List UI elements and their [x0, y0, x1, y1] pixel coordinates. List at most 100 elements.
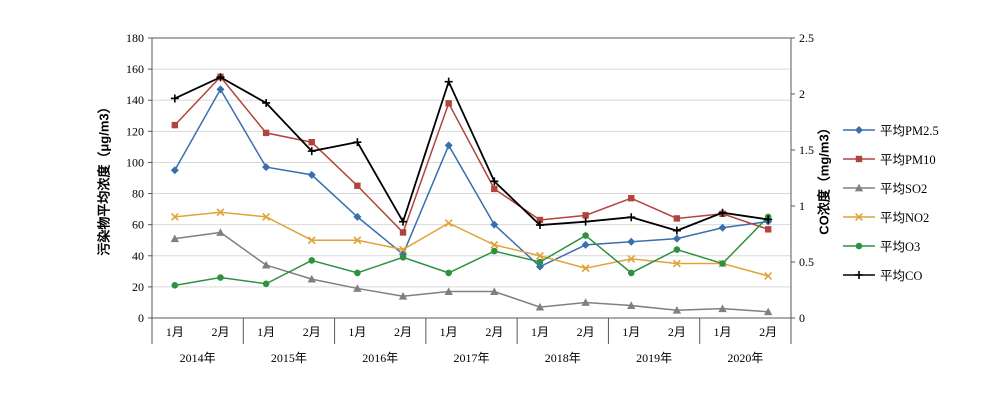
legend-marker-icon [843, 183, 875, 191]
x-year-label: 2014年 [180, 351, 216, 365]
x-month-label: 1月 [348, 325, 366, 339]
legend-item-平均PM2.5: 平均PM2.5 [843, 120, 939, 139]
x-marker-icon [262, 212, 271, 221]
x-marker-icon [307, 236, 316, 245]
square-marker-icon [354, 182, 361, 189]
circle-marker-icon [262, 280, 270, 288]
legend-label: 平均SO2 [880, 182, 928, 196]
x-month-label: 2月 [577, 325, 595, 339]
y-right-tick-label: 1 [799, 199, 805, 213]
plus-marker-icon [216, 73, 225, 82]
y-left-tick-label: 80 [132, 187, 144, 201]
x-year-label: 2016年 [362, 351, 398, 365]
plus-marker-icon [672, 226, 681, 235]
x-year-label: 2020年 [727, 351, 763, 365]
plus-marker-icon [307, 147, 316, 156]
y-right-tick-label: 2.5 [799, 31, 814, 45]
square-marker-icon [855, 155, 863, 162]
triangle-marker-icon [490, 287, 499, 295]
diamond-marker-icon [535, 262, 544, 271]
y-right-tick-label: 1.5 [799, 143, 814, 157]
circle-marker-icon [855, 242, 863, 249]
legend-label: 平均O3 [880, 240, 921, 254]
x-marker-icon [855, 212, 863, 221]
plus-marker-icon [581, 217, 590, 226]
y-right-tick-label: 2 [799, 87, 805, 101]
circle-marker-icon [673, 246, 681, 253]
square-marker-icon [445, 100, 452, 107]
square-marker-icon [262, 129, 270, 137]
y-left-tick-label: 20 [132, 280, 144, 294]
plus-marker-icon [855, 270, 863, 279]
diamond-marker-icon [627, 237, 636, 246]
x-marker-icon [353, 236, 362, 245]
circle-marker-icon [536, 258, 544, 266]
legend-marker-icon [843, 155, 875, 162]
legend-label: 平均PM2.5 [880, 124, 939, 138]
circle-marker-icon [217, 274, 224, 281]
x-marker-icon [535, 251, 544, 260]
chart-legend: 平均PM2.5 平均PM10 平均SO2 平均NO2 平均O3 平均CO [843, 120, 939, 284]
plus-marker-icon [353, 138, 362, 147]
square-marker-icon [764, 226, 772, 233]
y-right-tick-label: 0.5 [799, 255, 814, 269]
legend-marker-icon [843, 125, 875, 134]
diamond-marker-icon [262, 163, 271, 172]
circle-marker-icon [445, 269, 452, 277]
legend-label: 平均NO2 [880, 211, 930, 225]
y-right-tick-label: 0 [799, 311, 805, 325]
x-month-label: 1月 [166, 325, 184, 339]
legend-marker-icon [843, 270, 875, 279]
plus-marker-icon [262, 98, 271, 107]
triangle-marker-icon [307, 274, 316, 283]
series-line [174, 211, 769, 277]
triangle-marker-icon [627, 301, 636, 309]
x-marker-icon [581, 264, 590, 273]
x-month-label: 1月 [257, 325, 275, 339]
legend-item-平均CO: 平均CO [843, 265, 939, 284]
legend-item-平均O3: 平均O3 [843, 236, 939, 255]
triangle-marker-icon [216, 228, 225, 236]
diamond-marker-icon [307, 170, 316, 179]
series-line [174, 87, 769, 268]
square-marker-icon [171, 121, 179, 129]
diamond-marker-icon [353, 212, 362, 221]
series-平均CO [170, 73, 773, 235]
x-month-label: 2月 [303, 325, 321, 339]
legend-label: 平均CO [880, 269, 923, 283]
series-平均SO2 [170, 228, 773, 316]
plus-marker-icon [535, 221, 544, 230]
x-marker-icon [627, 254, 636, 263]
legend-item-平均NO2: 平均NO2 [843, 207, 939, 226]
legend-item-平均SO2: 平均SO2 [843, 178, 939, 197]
triangle-marker-icon [763, 307, 773, 316]
series-line [174, 75, 769, 234]
plus-marker-icon [170, 94, 179, 103]
x-month-label: 2月 [668, 325, 686, 339]
x-month-label: 2月 [759, 325, 777, 339]
y-left-tick-label: 60 [132, 218, 144, 232]
y-left-tick-label: 0 [138, 311, 144, 325]
x-month-label: 1月 [440, 325, 458, 339]
diamond-marker-icon [444, 141, 453, 150]
legend-marker-icon [843, 212, 875, 221]
plus-marker-icon [627, 213, 636, 222]
circle-marker-icon [491, 247, 498, 255]
diamond-marker-icon [718, 223, 727, 232]
diamond-marker-icon [672, 234, 681, 243]
diamond-marker-icon [581, 240, 590, 249]
diamond-marker-icon [490, 220, 499, 229]
x-month-label: 1月 [714, 325, 732, 339]
y-left-tick-label: 100 [126, 155, 144, 169]
square-marker-icon [628, 195, 635, 202]
plus-marker-icon [718, 208, 727, 217]
diamond-marker-icon [170, 166, 179, 175]
circle-marker-icon [308, 257, 316, 264]
legend-label: 平均PM10 [880, 153, 936, 167]
square-marker-icon [582, 212, 589, 219]
circle-marker-icon [354, 269, 361, 277]
legend-item-平均PM10: 平均PM10 [843, 149, 939, 168]
series-line [174, 231, 769, 313]
series-平均PM10 [171, 73, 772, 236]
